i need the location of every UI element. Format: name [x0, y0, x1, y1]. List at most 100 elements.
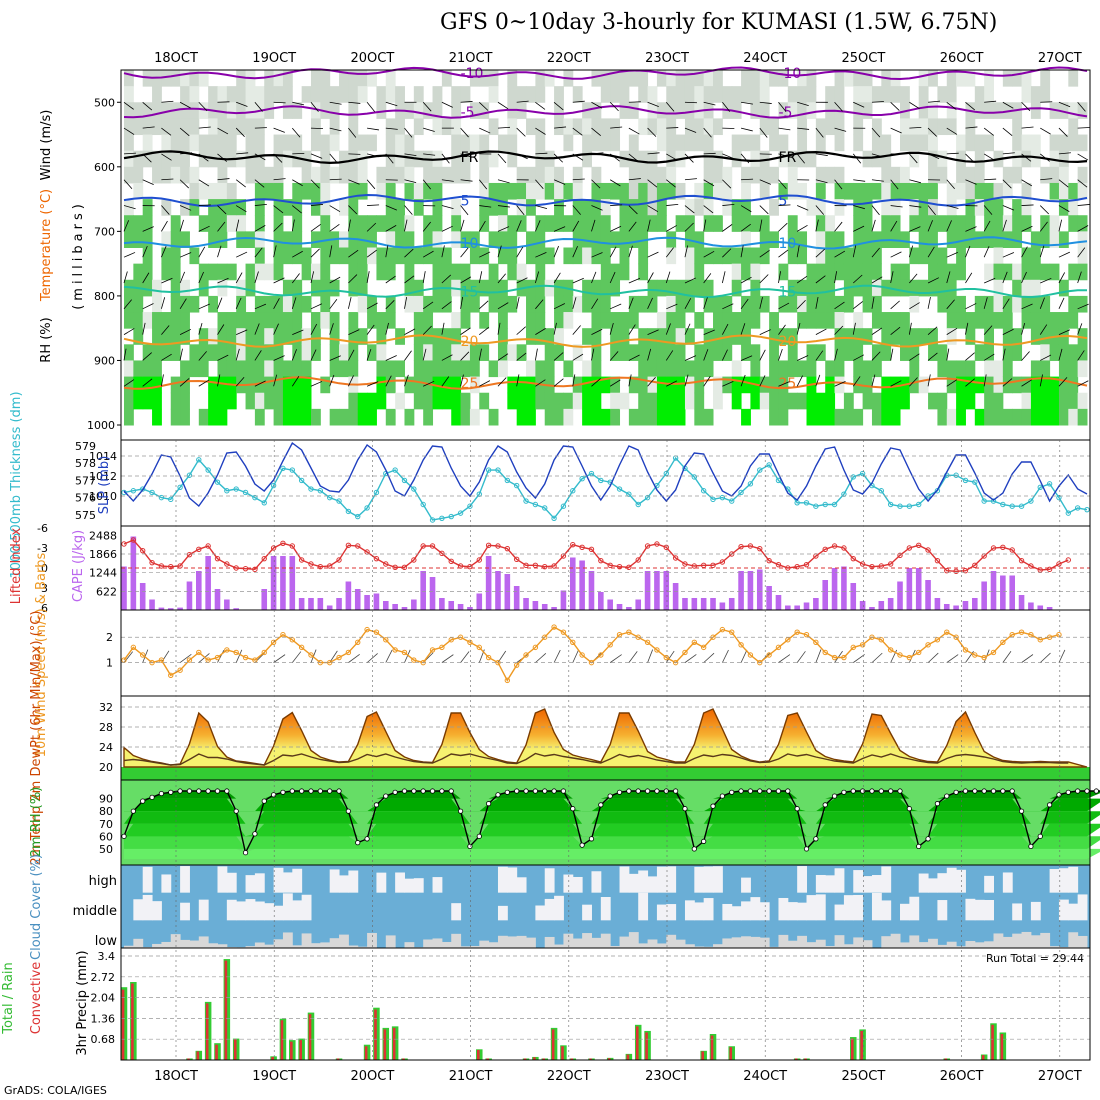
wind-barb	[422, 250, 434, 258]
rh-cell	[404, 295, 415, 313]
rh-cell	[834, 86, 845, 103]
rh-cell	[432, 86, 443, 103]
precip-conv-bar	[944, 1058, 948, 1060]
rh-cell	[516, 215, 527, 232]
rh-cell	[554, 279, 564, 297]
rh-cell	[385, 86, 396, 103]
rh-cell	[301, 376, 312, 394]
rh-cell	[516, 392, 527, 410]
wind-barb	[254, 225, 266, 232]
cape-bar	[766, 586, 772, 610]
rh-cell	[376, 102, 387, 119]
rh-cell	[142, 231, 153, 248]
cloud-gap	[226, 899, 237, 921]
rh2m-point	[467, 843, 473, 850]
thickness-line-point	[1074, 505, 1081, 511]
precip-conv-bar	[374, 1009, 377, 1060]
rh-cell	[1068, 312, 1079, 329]
rh-cell	[292, 134, 303, 152]
rh-cell	[741, 182, 751, 200]
rh-cell	[413, 102, 424, 119]
wind10m-barb	[628, 651, 638, 663]
footer-credit: GrADS: COLA/IGES	[4, 1084, 107, 1097]
wind10m-line-point	[429, 647, 436, 653]
rh-cell	[628, 215, 639, 232]
rh-cell	[741, 312, 751, 329]
wind-barb	[404, 350, 412, 361]
li-line-point	[130, 537, 137, 543]
cloud-gap	[600, 897, 611, 921]
rh-cell	[918, 231, 929, 248]
date-label-bottom: 19OCT	[252, 1069, 296, 1084]
li-line-point	[906, 545, 913, 551]
rh-cell	[385, 408, 396, 426]
wind-barb	[1040, 153, 1050, 162]
wind-barb	[366, 249, 377, 258]
wind-barb	[834, 179, 843, 190]
rh-cell	[1040, 408, 1051, 426]
thickness-line-point	[242, 489, 249, 496]
rh-cell	[956, 150, 966, 168]
rh-cell	[993, 102, 1004, 119]
rh-cell	[198, 408, 209, 426]
cape-bar	[317, 598, 324, 610]
rh-cell	[993, 215, 1004, 232]
wind-barb	[123, 179, 133, 189]
li-line-point	[682, 561, 688, 567]
wind10m-line-point	[766, 652, 772, 658]
wind-barb	[741, 101, 753, 105]
rh-cell	[900, 328, 910, 345]
rh-axis-label: RH (%)	[39, 317, 54, 362]
rh-cell	[862, 263, 873, 281]
rh-cell	[441, 376, 452, 394]
rh-cell	[843, 328, 854, 345]
cloud-gap	[385, 935, 396, 948]
rh-cell	[161, 328, 172, 345]
rh-cell	[1068, 215, 1079, 232]
rh-cell	[1012, 263, 1023, 281]
rh-cell	[769, 360, 779, 378]
cloud-gap	[853, 894, 864, 921]
rh-cell	[722, 182, 733, 200]
cloud-gap	[1068, 866, 1079, 893]
cloud-gap	[731, 906, 742, 921]
cape-bar	[654, 571, 660, 610]
wind-barb	[909, 353, 920, 361]
rh-cell	[152, 279, 162, 297]
rh-cell	[236, 295, 247, 313]
rh-cell	[339, 70, 349, 87]
wind-barb	[198, 351, 207, 361]
wind10m-line-point	[663, 654, 669, 661]
rh-cell	[180, 102, 190, 119]
rh-cell	[713, 118, 723, 136]
rh-cell	[825, 408, 836, 426]
wind-barb	[983, 220, 991, 232]
precip-conv-bar	[542, 1058, 546, 1060]
rh-cell	[890, 408, 901, 426]
rh-cell	[469, 70, 480, 87]
wind-barb	[853, 205, 865, 210]
wind-barb	[628, 374, 632, 387]
rh-cell	[656, 199, 667, 216]
rh-cell	[124, 150, 134, 168]
cloud-gap	[843, 895, 854, 921]
rh-cell	[843, 263, 854, 281]
rh-cell	[909, 360, 920, 378]
wind-barb	[591, 378, 601, 387]
rh-cell	[170, 118, 181, 136]
wind-barb	[852, 153, 862, 164]
rh-cell	[600, 312, 611, 329]
rh-cell	[413, 247, 424, 265]
rh-cell	[451, 312, 462, 329]
wind10m-line-point	[411, 657, 417, 663]
wind-barb	[235, 297, 242, 309]
thickness-line-point	[635, 501, 641, 508]
wind-barb	[1002, 127, 1013, 136]
cape-bar	[364, 595, 370, 610]
rh-cell	[853, 102, 864, 119]
rh2m-point	[953, 789, 959, 795]
li-line-point	[850, 555, 856, 562]
cloud-gap	[956, 946, 966, 948]
cloud-gap	[881, 866, 892, 893]
rh-cell	[208, 328, 218, 345]
